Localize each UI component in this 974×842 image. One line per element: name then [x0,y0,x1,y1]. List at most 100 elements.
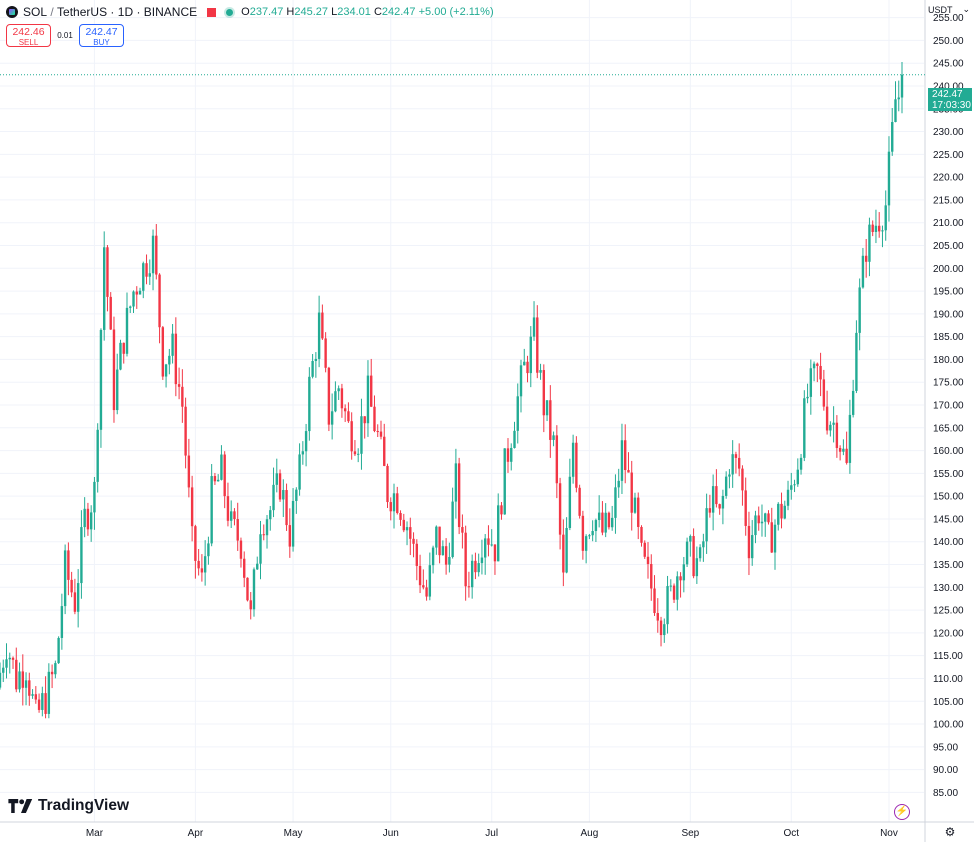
candle-body [747,525,751,559]
candle-body [607,512,611,528]
candle-body [392,493,396,512]
candle-body [610,517,614,528]
sell-button[interactable]: 242.46 SELL [6,24,51,47]
flag-icon[interactable] [207,7,217,17]
interval-label[interactable]: 1D [117,5,134,19]
buy-button[interactable]: 242.47 BUY [79,24,124,47]
candle-body [428,565,432,597]
candle-body [233,511,236,520]
candle-body [864,255,868,262]
candle-body [31,694,34,696]
x-tick-label: Jun [383,828,399,839]
candle-body [99,329,103,430]
candle-body [617,480,620,488]
candle-body [220,454,223,480]
candle-body [96,429,99,482]
candle-body [135,291,138,295]
candle-body [829,424,832,431]
candle-body [506,448,510,462]
currency-selector[interactable]: USDT ⌄ [928,4,970,15]
candle-body [223,454,226,497]
candle-body [298,454,301,490]
gear-icon[interactable]: ⚙ [944,825,956,839]
candle-body [288,525,292,547]
candle-body [373,406,376,432]
tradingview-logo[interactable]: TradingView [8,797,129,815]
candle-body [272,484,275,511]
high-key: H [286,6,295,18]
candle-body [389,502,392,512]
candle-body [11,657,15,660]
candle-body [497,505,500,562]
candle-body [689,536,692,542]
y-tick-label: 95.00 [933,742,958,753]
candle-body [718,504,721,509]
candle-body [851,390,855,415]
buy-label: BUY [93,38,110,47]
candle-body [109,296,112,330]
candle-body [552,435,555,440]
candle-body [659,620,663,636]
candle-body [809,368,813,397]
y-tick-label: 255.00 [933,13,964,24]
low-key: L [331,6,338,18]
x-tick-label: Jul [485,828,498,839]
candle-body [682,564,686,581]
candle-body [744,490,747,526]
candle-body [386,465,389,503]
y-tick-label: 250.00 [933,36,964,47]
spread-value: 0.01 [57,31,73,40]
candle-body [523,361,526,366]
candle-body [760,521,764,524]
candle-body [151,235,155,274]
lightning-icon[interactable]: ⚡ [894,804,910,820]
candle-body [702,541,705,548]
candle-body [666,586,669,625]
candle-body [356,453,360,455]
candle-body [493,544,497,562]
candle-body [783,505,786,519]
candle-body [526,361,529,374]
candle-body [483,538,487,558]
candle-body [874,225,878,232]
candle-body [708,508,712,513]
candle-body [519,365,523,397]
candle-body [825,406,829,431]
candle-body [555,435,559,484]
candle-body [770,522,773,553]
candle-body [604,512,607,533]
y-tick-label: 130.00 [933,583,964,594]
candle-body [89,512,93,530]
candle-body [44,693,47,714]
candle-body [881,230,884,232]
y-tick-label: 110.00 [933,674,963,685]
candle-body [187,455,191,488]
candle-body [757,515,760,524]
candle-body [70,579,73,593]
candle-body [584,536,588,551]
candle-body [168,355,171,365]
candle-body [213,476,217,482]
candle-body [627,470,630,473]
candle-body [724,476,728,496]
candle-body [705,508,708,542]
candle-body [490,544,493,546]
candle-body [308,376,311,432]
candle-body [171,333,174,356]
candle-body [669,585,673,587]
candle-body [542,370,546,416]
y-tick-label: 120.00 [933,628,964,639]
bar-countdown: 17:03:30 [932,100,971,111]
candle-body [194,526,197,561]
candle-body [86,508,90,530]
candle-body [249,600,252,610]
candle-body [806,396,809,399]
candle-body [304,431,308,452]
candle-body [145,263,148,277]
candle-body [324,338,327,368]
y-tick-label: 175.00 [933,378,964,389]
candle-body [571,442,575,477]
symbol-name[interactable]: SOL [23,5,48,19]
high-value: 245.27 [294,6,329,18]
